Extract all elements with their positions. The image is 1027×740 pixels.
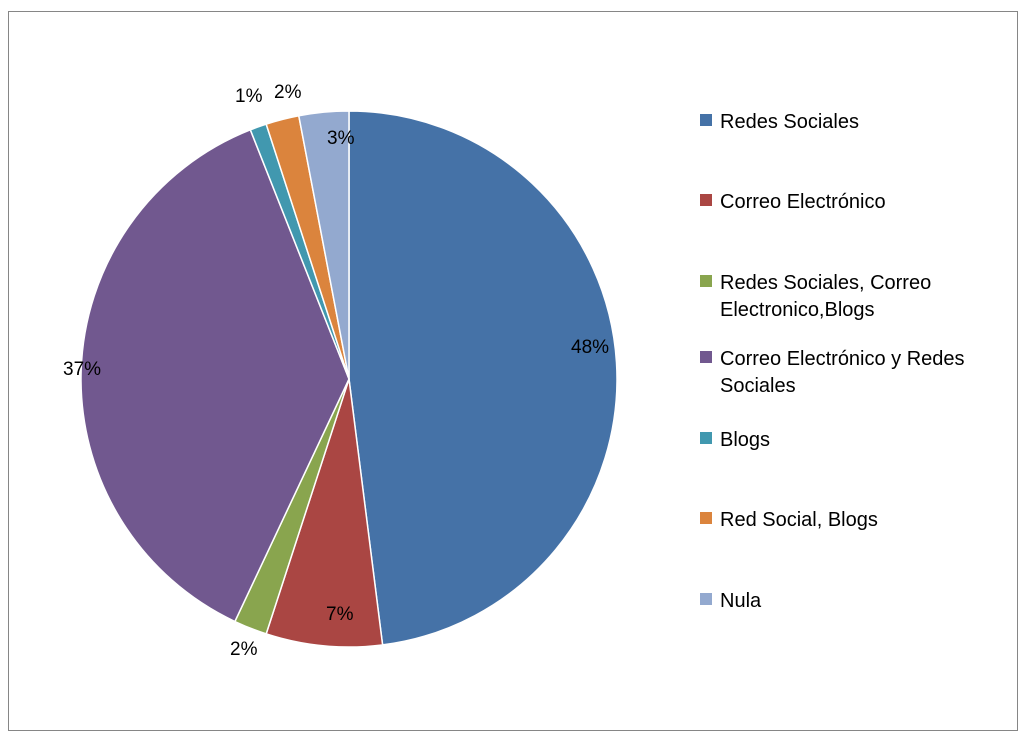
legend-swatch-1 (700, 114, 712, 126)
legend-swatch-2 (700, 194, 712, 206)
slice-data-label-6: 2% (274, 82, 302, 103)
legend-label-2: Correo Electrónico (720, 191, 886, 213)
pie-slice-4 (80, 128, 350, 623)
legend-label-4-line-1: Correo Electrónico y Redes (720, 348, 965, 370)
pie-slice-1 (348, 110, 618, 646)
slice-data-label-3: 2% (230, 639, 258, 660)
legend-label-4-line-2: Sociales (720, 375, 796, 397)
legend-label-5: Blogs (720, 429, 770, 451)
legend-label-3-line-2: Electronico,Blogs (720, 299, 875, 321)
legend-swatch-6 (700, 512, 712, 524)
slice-data-label-4: 37% (63, 359, 101, 380)
legend-label-6: Red Social, Blogs (720, 509, 878, 531)
slice-data-label-2: 7% (326, 604, 354, 625)
legend-swatch-3 (700, 275, 712, 287)
slice-data-label-7: 3% (327, 128, 355, 149)
legend-swatch-5 (700, 432, 712, 444)
slice-data-label-1: 48% (571, 337, 609, 358)
legend-label-1: Redes Sociales (720, 111, 859, 133)
legend-label-3-line-1: Redes Sociales, Correo (720, 272, 931, 294)
slice-data-label-5: 1% (235, 86, 263, 107)
legend-swatch-7 (700, 593, 712, 605)
pie-slice-7 (297, 110, 350, 380)
legend-swatch-4 (700, 351, 712, 363)
legend-label-7: Nula (720, 590, 762, 612)
pie-slice-2 (265, 378, 384, 648)
